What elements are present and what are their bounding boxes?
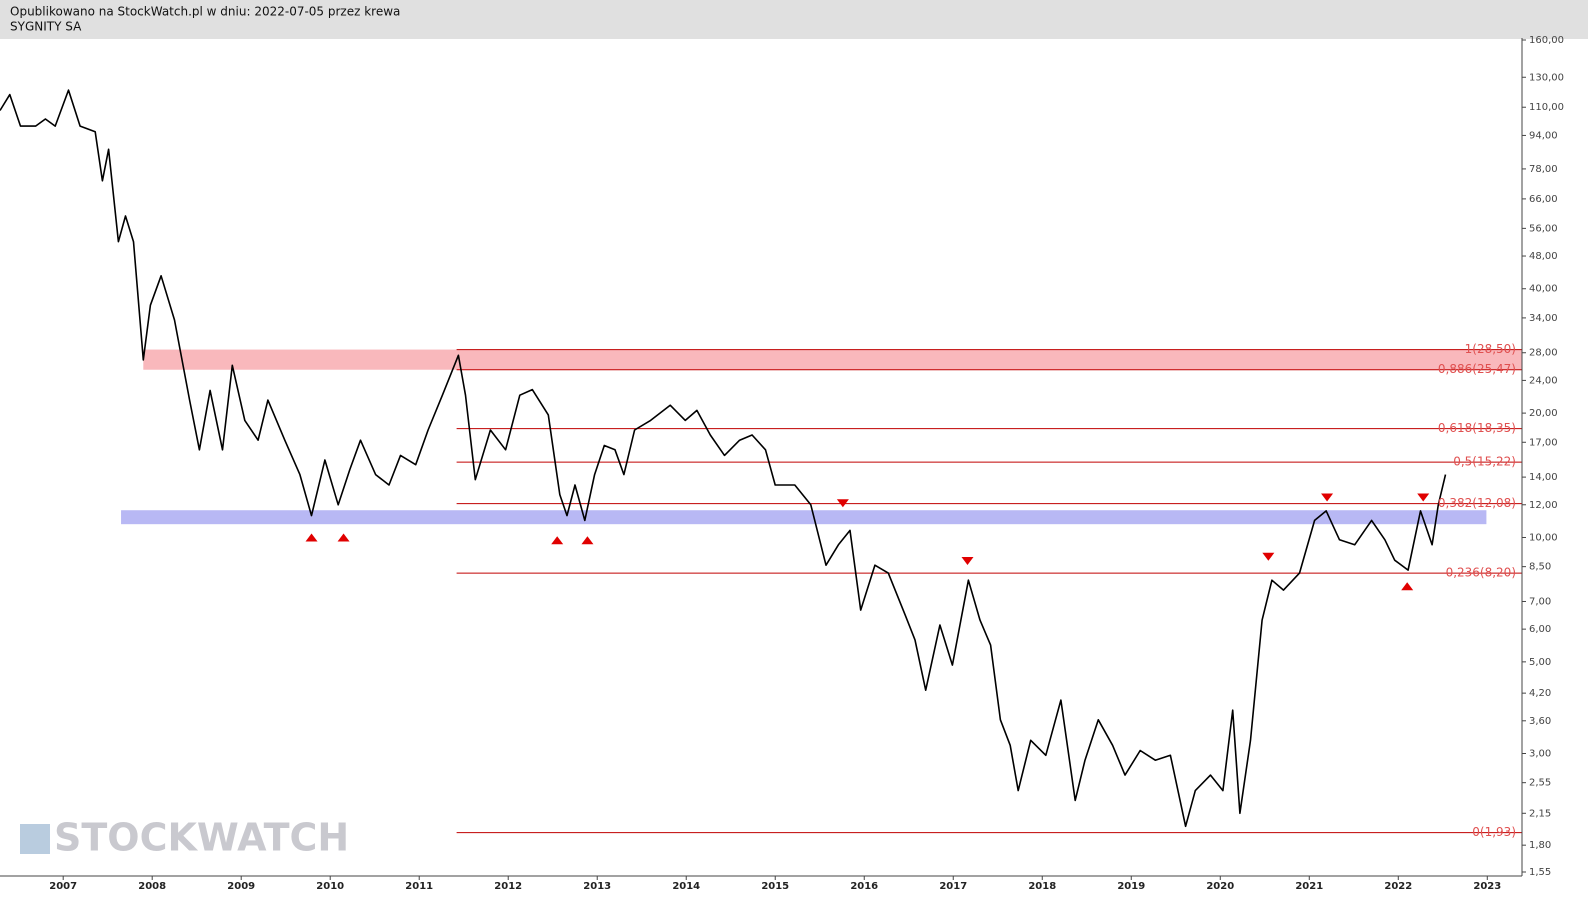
x-tick-label: 2009 — [227, 881, 255, 892]
y-tick-label: 66,00 — [1529, 194, 1558, 205]
y-tick-label: 24,00 — [1529, 375, 1558, 386]
y-tick-label: 1,55 — [1529, 867, 1551, 878]
y-tick-label: 78,00 — [1529, 164, 1558, 175]
x-tick-label: 2017 — [939, 881, 967, 892]
x-tick-label: 2007 — [49, 881, 77, 892]
zone — [121, 510, 1487, 525]
y-tick-label: 1,80 — [1529, 840, 1551, 851]
signal-marker — [1401, 582, 1414, 591]
y-tick-label: 34,00 — [1529, 313, 1558, 324]
y-tick-label: 6,00 — [1529, 624, 1551, 635]
fib-label: 0,618(18,35) — [1438, 421, 1516, 435]
x-tick-label: 2010 — [316, 881, 344, 892]
y-tick-label: 14,00 — [1529, 472, 1558, 483]
signal-marker — [961, 557, 974, 566]
y-tick-label: 7,00 — [1529, 596, 1551, 607]
watermark: STOCKWATCH — [20, 816, 349, 860]
y-tick-label: 56,00 — [1529, 223, 1558, 234]
x-tick-label: 2012 — [494, 881, 522, 892]
y-tick-label: 94,00 — [1529, 130, 1558, 141]
signal-marker — [836, 499, 849, 508]
fib-label: 1(28,50) — [1465, 342, 1516, 356]
y-tick-label: 40,00 — [1529, 284, 1558, 295]
x-tick-label: 2016 — [850, 881, 878, 892]
signal-marker — [581, 536, 594, 545]
fib-label: 0,382(12,08) — [1438, 496, 1516, 510]
x-tick-label: 2023 — [1473, 881, 1501, 892]
x-tick-label: 2011 — [405, 881, 433, 892]
x-tick-label: 2020 — [1206, 881, 1234, 892]
header-text: Opublikowano na StockWatch.pl w dniu: 20… — [10, 5, 400, 19]
header-bar — [0, 0, 1588, 39]
fib-label: 0,886(25,47) — [1438, 362, 1516, 376]
x-tick-label: 2022 — [1384, 881, 1412, 892]
signal-marker — [1262, 552, 1275, 561]
zone — [143, 349, 1522, 370]
y-tick-label: 160,00 — [1529, 35, 1564, 46]
y-tick-label: 10,00 — [1529, 532, 1558, 543]
signal-marker — [337, 533, 350, 542]
signal-marker — [551, 536, 564, 545]
x-tick-label: 2008 — [138, 881, 166, 892]
signal-marker — [1321, 493, 1334, 502]
watermark-icon — [20, 824, 50, 854]
fib-label: 0(1,93) — [1472, 825, 1516, 839]
y-tick-label: 48,00 — [1529, 251, 1558, 262]
y-tick-label: 28,00 — [1529, 348, 1558, 359]
y-tick-label: 12,00 — [1529, 500, 1558, 511]
x-tick-label: 2021 — [1295, 881, 1323, 892]
signal-marker — [1417, 493, 1430, 502]
y-tick-label: 3,60 — [1529, 716, 1551, 727]
y-tick-label: 2,55 — [1529, 778, 1551, 789]
fib-label: 0,5(15,22) — [1453, 455, 1516, 469]
y-tick-label: 110,00 — [1529, 102, 1564, 113]
price-line — [0, 89, 1447, 828]
chart-title: SYGNITY SA — [10, 20, 82, 34]
watermark-text: STOCKWATCH — [54, 816, 349, 860]
fib-label: 0,236(8,20) — [1446, 566, 1516, 580]
y-tick-label: 130,00 — [1529, 72, 1564, 83]
signal-marker — [305, 533, 318, 542]
x-tick-label: 2019 — [1117, 881, 1145, 892]
y-tick-label: 4,20 — [1529, 688, 1551, 699]
y-tick-label: 17,00 — [1529, 437, 1558, 448]
x-tick-label: 2014 — [672, 881, 700, 892]
x-tick-label: 2015 — [761, 881, 789, 892]
x-tick-label: 2018 — [1028, 881, 1056, 892]
y-tick-label: 8,50 — [1529, 562, 1551, 573]
y-tick-label: 20,00 — [1529, 408, 1558, 419]
y-tick-label: 3,00 — [1529, 749, 1551, 760]
y-tick-label: 2,15 — [1529, 808, 1551, 819]
y-tick-label: 5,00 — [1529, 657, 1551, 668]
x-tick-label: 2013 — [583, 881, 611, 892]
